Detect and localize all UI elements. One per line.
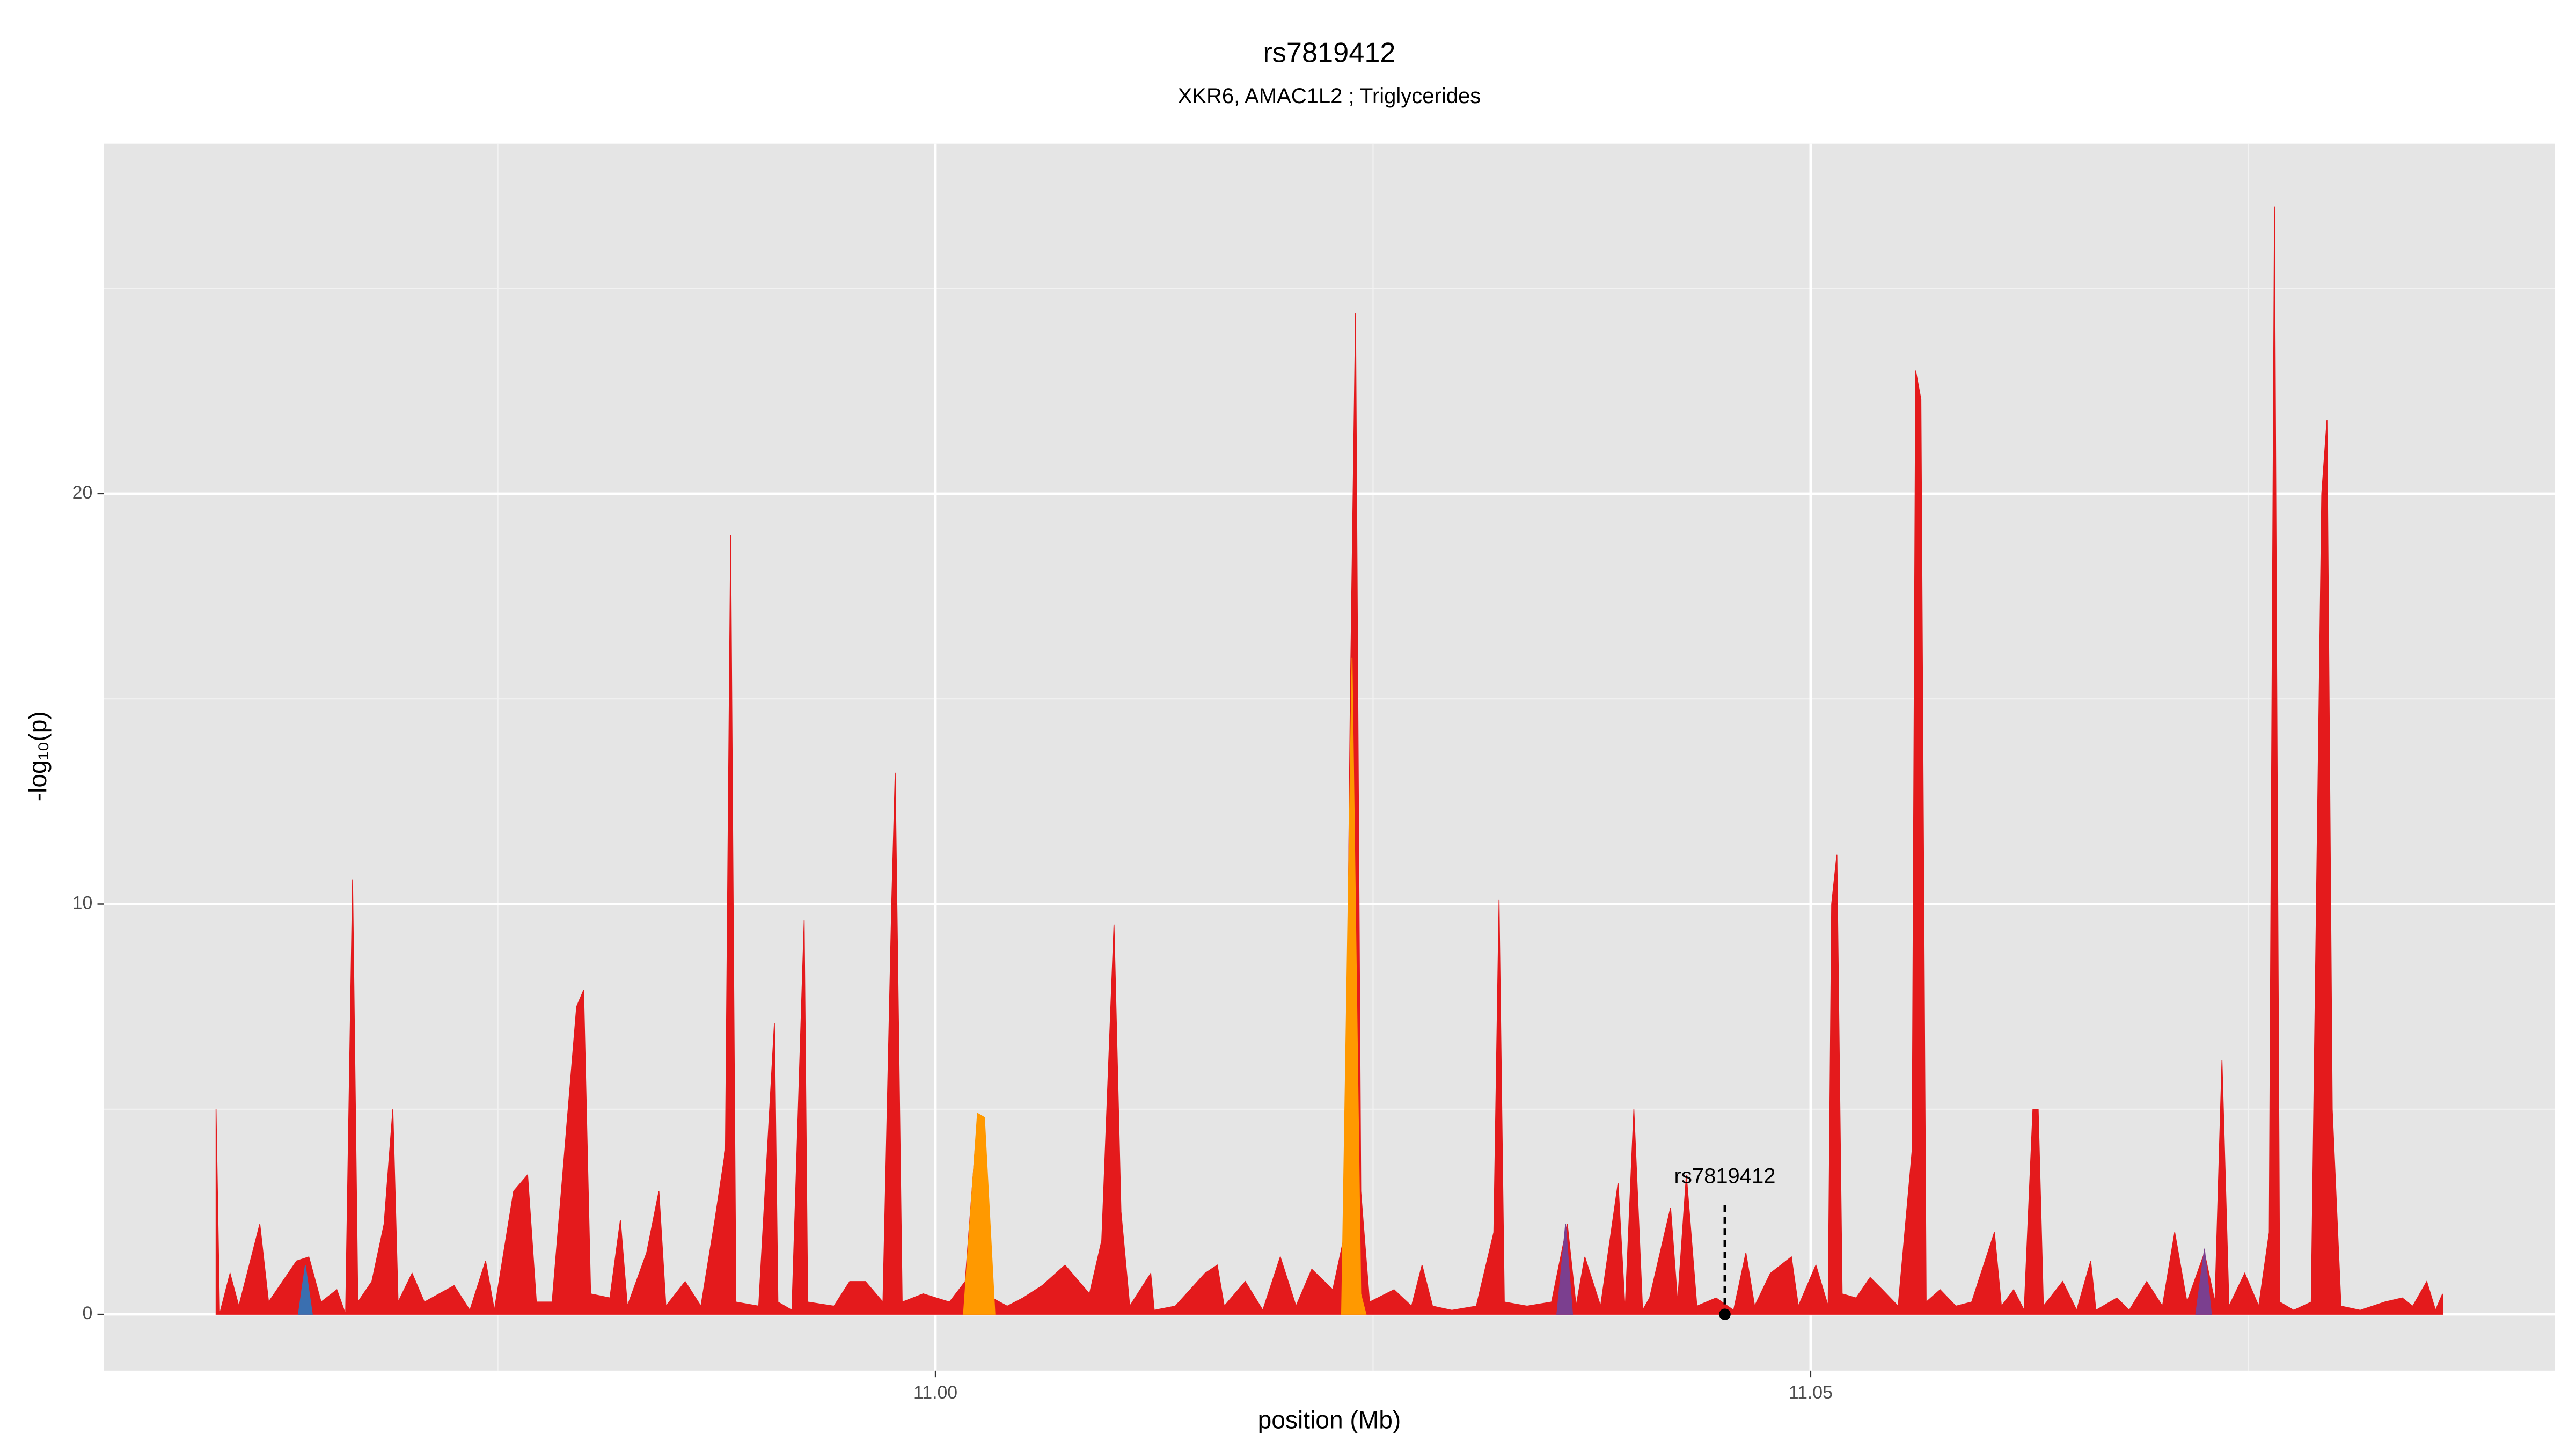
x-tick-label: 11.00 bbox=[913, 1382, 957, 1403]
area bbox=[215, 206, 2443, 1315]
y-tick-label: 0 bbox=[82, 1303, 92, 1323]
chart-subtitle: XKR6, AMAC1L2 ; Triglycerides bbox=[1178, 84, 1481, 108]
labels: 11.00 11.05 0 10 20 rs7819412 bbox=[72, 482, 1833, 1403]
annotation-point bbox=[1719, 1308, 1731, 1320]
x-axis-title: position (Mb) bbox=[1258, 1406, 1401, 1433]
annotation-label: rs7819412 bbox=[1674, 1164, 1776, 1188]
area bbox=[1556, 1224, 2212, 1315]
chart-title: rs7819412 bbox=[1263, 37, 1395, 68]
area bbox=[963, 657, 1367, 1315]
area bbox=[297, 1265, 313, 1315]
plot-panel bbox=[104, 143, 2555, 1371]
areas bbox=[215, 206, 2443, 1315]
y-tick-label: 20 bbox=[72, 482, 93, 503]
y-axis-title: -log₁₀(p) bbox=[24, 711, 52, 801]
y-tick-label: 10 bbox=[72, 892, 93, 913]
x-tick-label: 11.05 bbox=[1789, 1382, 1833, 1403]
